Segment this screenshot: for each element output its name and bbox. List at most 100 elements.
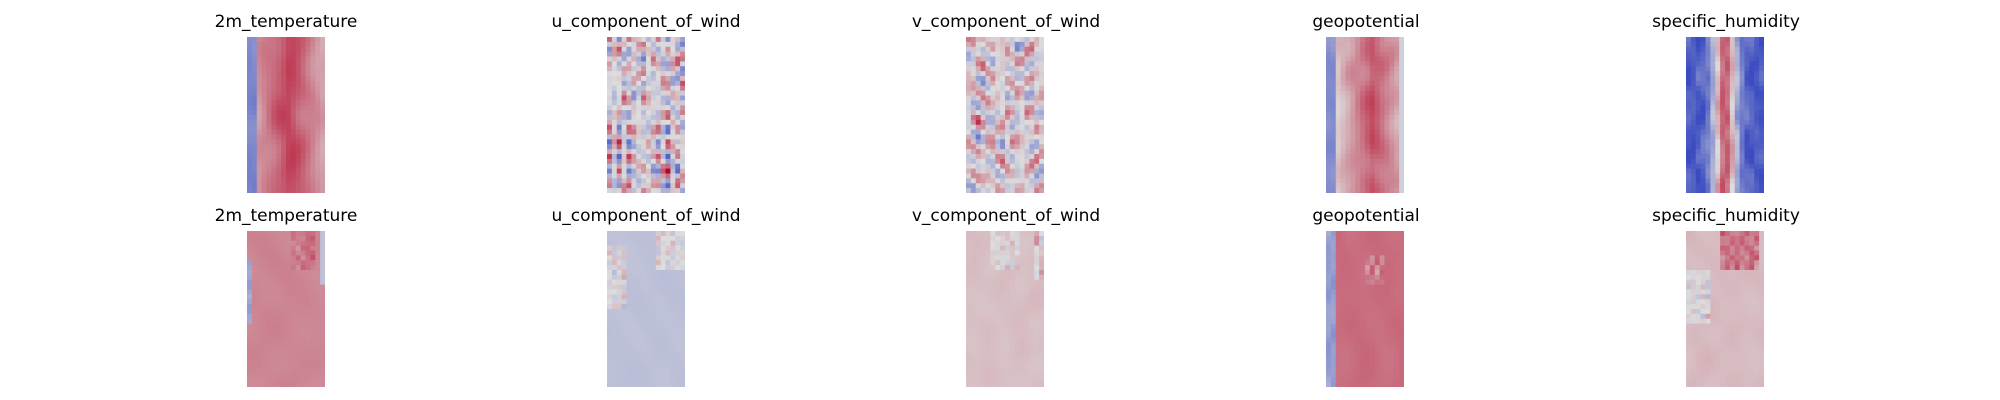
heatmap-cell [290,289,297,295]
heatmap-cell [1340,115,1346,121]
heatmap-cell [1365,100,1371,106]
heatmap-cell [1379,56,1385,62]
heatmap-cell [970,90,977,96]
heatmap-cell [1700,119,1706,126]
heatmap-cell [1019,357,1025,364]
heatmap-cell [1024,382,1030,387]
heatmap-cell [1365,367,1371,373]
heatmap-cell [1340,377,1346,383]
heatmap-cell [261,37,267,43]
heatmap-cell [1715,124,1721,131]
heatmap-cell [1029,129,1035,135]
heatmap-cell [1335,154,1342,160]
heatmap-cell [980,61,986,67]
heatmap-cell [320,348,325,354]
heatmap-cell [1000,377,1006,383]
heatmap-cell [631,289,637,295]
heatmap-cell [675,270,681,276]
heatmap-cell [1355,46,1361,53]
heatmap-cell [1379,348,1385,354]
heatmap-cell [271,270,277,276]
heatmap-cell [966,338,972,344]
heatmap-cell [305,235,311,242]
heatmap-cell [641,362,647,368]
heatmap-cell [621,144,627,150]
heatmap-cell [1399,178,1404,184]
heatmap-cell [266,265,272,271]
heatmap-cell [1705,139,1711,145]
heatmap-cell [655,61,662,67]
heatmap-cell [675,51,681,57]
heatmap-cell [286,134,292,140]
heatmap-cell [621,90,627,96]
heatmap-cell [1355,66,1361,72]
heatmap-cell [1695,51,1702,57]
heatmap-cell [1326,163,1332,170]
heatmap-cell [1399,115,1404,121]
heatmap-cell [247,71,253,77]
heatmap-cell [1024,124,1030,131]
heatmap-cell [276,178,282,184]
heatmap-cell [247,270,253,276]
heatmap-cell [1330,168,1337,174]
heatmap-cell [626,144,632,150]
heatmap-cell [295,313,302,320]
heatmap-cell [256,309,263,315]
heatmap-cell [1355,304,1361,310]
heatmap-cell [1340,274,1346,281]
heatmap-cell [670,95,676,101]
heatmap-cell [247,352,253,359]
heatmap-cell [660,348,666,354]
heatmap-cell [1365,51,1371,57]
heatmap-cell [1350,245,1356,251]
heatmap-cell [675,168,681,174]
heatmap-cell [1034,188,1040,193]
heatmap-cell [1749,309,1755,315]
heatmap-cell [631,66,637,72]
heatmap-cell [290,66,297,72]
heatmap-cell [641,71,647,77]
heatmap-cell [970,85,977,92]
heatmap-cell [980,139,986,145]
heatmap-cell [1394,270,1400,276]
heatmap-cell [247,66,253,72]
heatmap-cell [286,71,292,77]
heatmap-cell [985,100,991,106]
heatmap-cell [1734,90,1741,96]
heatmap-cell [607,309,613,315]
heatmap-cell [995,299,1001,305]
heatmap-cell [970,382,977,387]
heatmap-cell [995,231,1001,237]
heatmap-cell [300,178,306,184]
heatmap-cell [1695,85,1702,92]
heatmap-cell [247,309,253,315]
heatmap-cell [1686,260,1692,266]
heatmap-cell [1729,95,1736,101]
heatmap-cell [636,260,642,266]
heatmap-cell [1350,66,1356,72]
heatmap-cell [611,110,618,116]
heatmap-cell [1374,309,1381,315]
heatmap-cell [1360,323,1366,329]
heatmap-cell [305,309,311,315]
heatmap-cell [655,235,662,242]
heatmap-cell [970,115,977,121]
heatmap-cell [616,318,623,325]
heatmap-cell [315,265,321,271]
heatmap-cell [256,115,263,121]
heatmap-cell [1744,260,1750,266]
heatmap-cell [1720,66,1726,72]
heatmap-cell [320,289,325,295]
heatmap-cell [295,115,302,121]
heatmap-cell [1024,235,1030,242]
heatmap-cell [1326,377,1332,383]
heatmap-cell [1335,41,1342,48]
heatmap-cell [251,255,258,261]
heatmap-cell [261,85,267,92]
heatmap-cell [1394,265,1400,271]
heatmap-cell [1039,90,1044,96]
heatmap-cell [646,362,652,368]
heatmap-cell [1394,134,1400,140]
heatmap-cell [1729,178,1736,184]
heatmap-cell [1350,41,1356,48]
